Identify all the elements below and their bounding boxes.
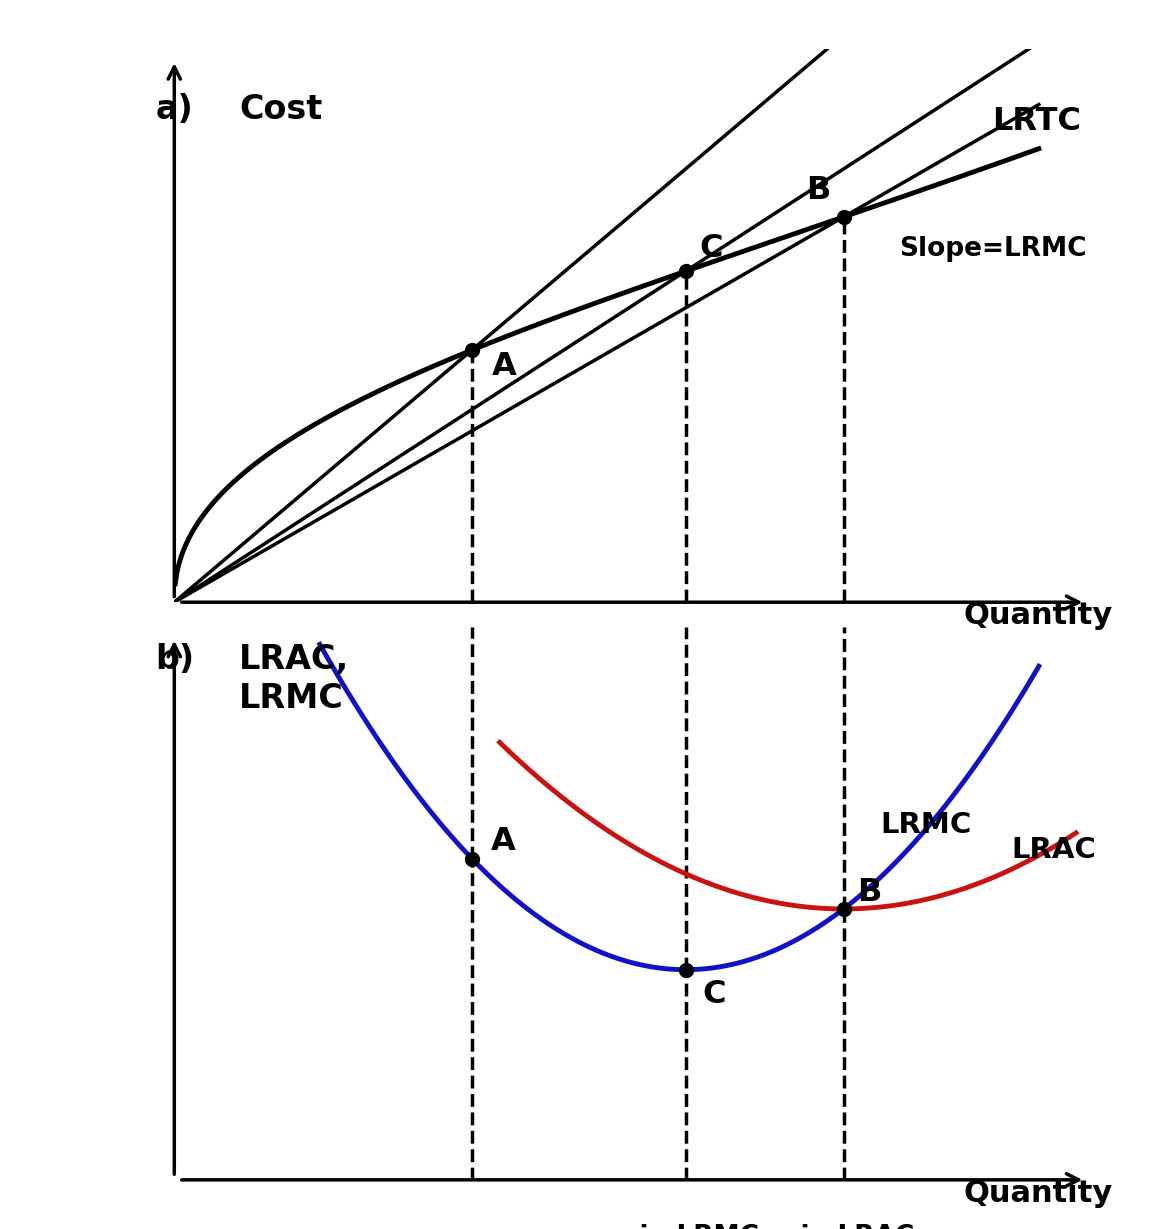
Text: Quantity: Quantity: [964, 601, 1113, 630]
Text: a): a): [156, 93, 193, 127]
Text: min LRMC: min LRMC: [612, 1224, 759, 1229]
Text: b): b): [156, 644, 195, 676]
Text: C: C: [700, 234, 723, 264]
Text: LRTC: LRTC: [992, 106, 1081, 136]
Point: [676, 960, 695, 980]
Text: A: A: [490, 826, 515, 857]
Text: LRMC: LRMC: [881, 811, 973, 838]
Text: min LRAC: min LRAC: [773, 1224, 914, 1229]
Point: [462, 340, 481, 360]
Text: B: B: [806, 176, 831, 206]
Point: [834, 900, 853, 919]
Text: Cost: Cost: [239, 93, 323, 127]
Text: LRAC,
LRMC: LRAC, LRMC: [239, 644, 350, 714]
Text: B: B: [858, 876, 882, 908]
Text: Slope=LRMC: Slope=LRMC: [899, 236, 1086, 262]
Point: [834, 208, 853, 227]
Point: [676, 262, 695, 281]
Text: C: C: [702, 978, 726, 1010]
Text: LRAC: LRAC: [1011, 837, 1096, 864]
Point: [462, 849, 481, 869]
Text: Quantity: Quantity: [964, 1179, 1113, 1208]
Text: A: A: [493, 351, 517, 382]
